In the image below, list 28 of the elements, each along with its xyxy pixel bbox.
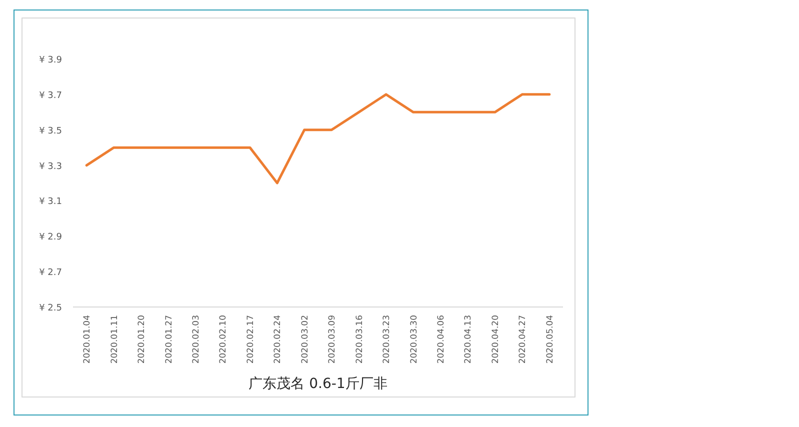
y-tick-label: ¥ 2.9 bbox=[39, 232, 62, 243]
x-axis-title: 广东茂名 0.6-1斤厂非 bbox=[248, 376, 388, 392]
y-tick-label: ¥ 3.7 bbox=[39, 90, 62, 101]
y-tick-label: ¥ 3.3 bbox=[39, 162, 62, 172]
x-tick-label: 2020.01.04 bbox=[82, 315, 93, 364]
x-tick-label: 2020.01.20 bbox=[137, 315, 148, 364]
x-tick-label: 2020.03.02 bbox=[300, 315, 310, 364]
y-tick-label: ¥ 3.5 bbox=[39, 126, 62, 136]
x-tick-label: 2020.02.03 bbox=[192, 315, 202, 364]
x-tick-label: 2020.02.24 bbox=[273, 315, 284, 364]
x-tick-label: 2020.02.10 bbox=[218, 315, 229, 364]
x-tick-label: 2020.04.20 bbox=[490, 315, 501, 364]
x-tick-label: 2020.01.27 bbox=[164, 315, 174, 364]
y-tick-label: ¥ 3.1 bbox=[39, 197, 62, 208]
y-tick-label: ¥ 2.7 bbox=[39, 268, 62, 278]
y-tick-label: ¥ 2.5 bbox=[39, 304, 62, 314]
x-tick-label: 2020.03.23 bbox=[382, 315, 392, 364]
x-tick-label: 2020.03.09 bbox=[328, 315, 338, 364]
line-series bbox=[85, 93, 551, 184]
x-tick-label: 2020.03.16 bbox=[354, 315, 365, 364]
x-tick-label: 2020.02.17 bbox=[246, 315, 256, 364]
x-tick-label: 2020.05.04 bbox=[545, 315, 556, 364]
y-tick-label: ¥ 3.9 bbox=[39, 56, 62, 66]
x-tick-label: 2020.04.06 bbox=[436, 315, 446, 364]
x-tick-label: 2020.01.11 bbox=[110, 315, 120, 364]
x-tick-label: 2020.04.13 bbox=[464, 315, 474, 364]
x-tick-label: 2020.04.27 bbox=[518, 315, 528, 364]
x-tick-label: 2020.03.30 bbox=[409, 315, 420, 364]
